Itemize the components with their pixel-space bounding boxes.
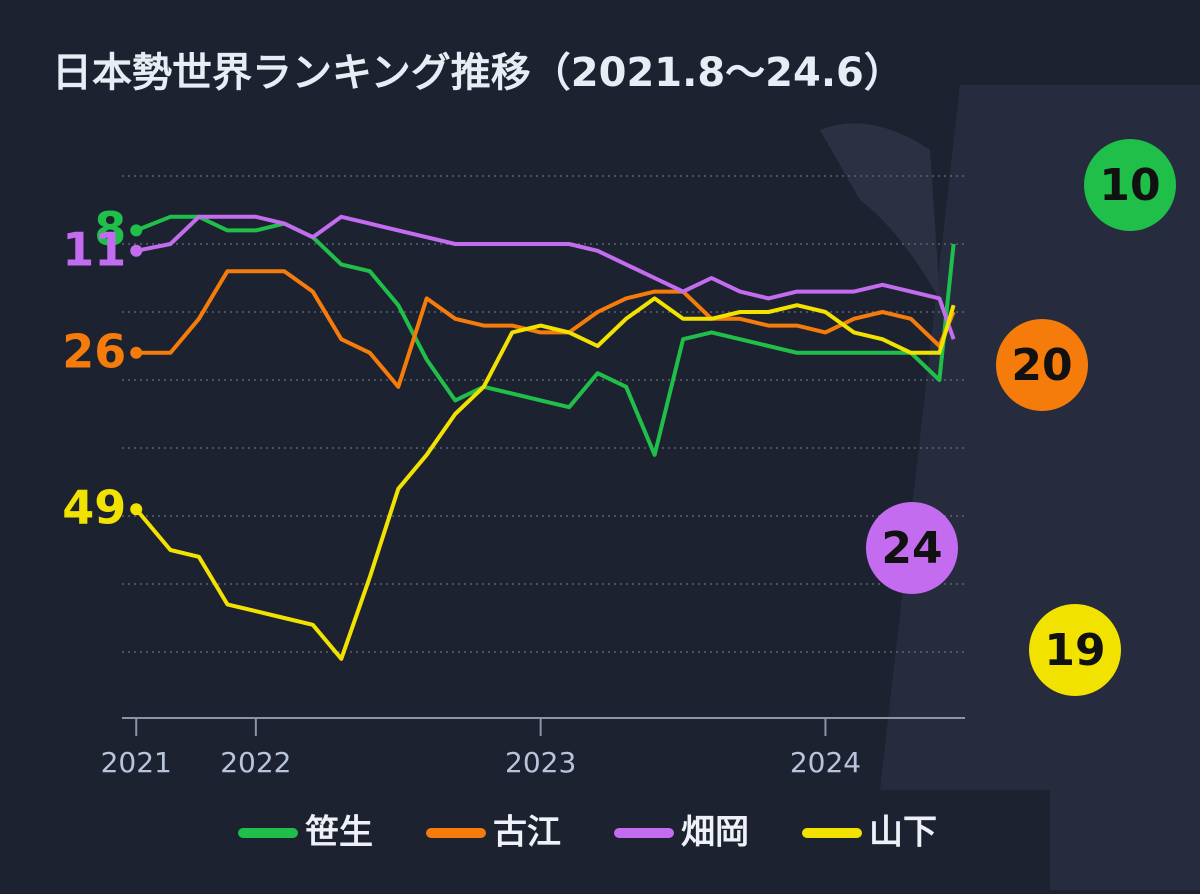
start-label: 11	[62, 222, 126, 276]
start-dot	[130, 244, 143, 257]
start-dot	[130, 346, 143, 359]
series-line	[135, 214, 956, 457]
rank-badge	[1084, 139, 1176, 231]
start-dot	[130, 503, 143, 516]
x-tick-label: 2021	[101, 746, 172, 779]
photo-area	[880, 85, 1200, 890]
x-tick-label: 2022	[220, 746, 291, 779]
legend-label: 古江	[493, 813, 561, 853]
series-line	[136, 269, 956, 389]
start-label: 49	[62, 481, 126, 535]
legend-label: 笹生	[305, 813, 373, 853]
rank-badge-label: 24	[881, 523, 942, 574]
start-label: 26	[62, 324, 126, 378]
legend-label: 畑岡	[681, 813, 749, 853]
rank-badge-label: 20	[1011, 340, 1072, 391]
series-line	[134, 296, 956, 661]
trophy-shape	[820, 123, 940, 300]
start-label: 8	[94, 202, 126, 256]
x-tick-label: 2023	[505, 746, 576, 779]
rank-badge-label: 19	[1044, 625, 1105, 676]
start-dot	[130, 224, 143, 237]
rank-badge	[996, 319, 1088, 411]
rank-badge	[866, 502, 958, 594]
series-line	[135, 214, 956, 340]
x-tick-label: 2024	[790, 746, 861, 779]
rank-badge-label: 10	[1099, 160, 1160, 211]
legend-label: 山下	[869, 813, 937, 853]
chart-title: 日本勢世界ランキング推移（2021.8～24.6）	[52, 50, 904, 96]
rank-badge	[1029, 604, 1121, 696]
